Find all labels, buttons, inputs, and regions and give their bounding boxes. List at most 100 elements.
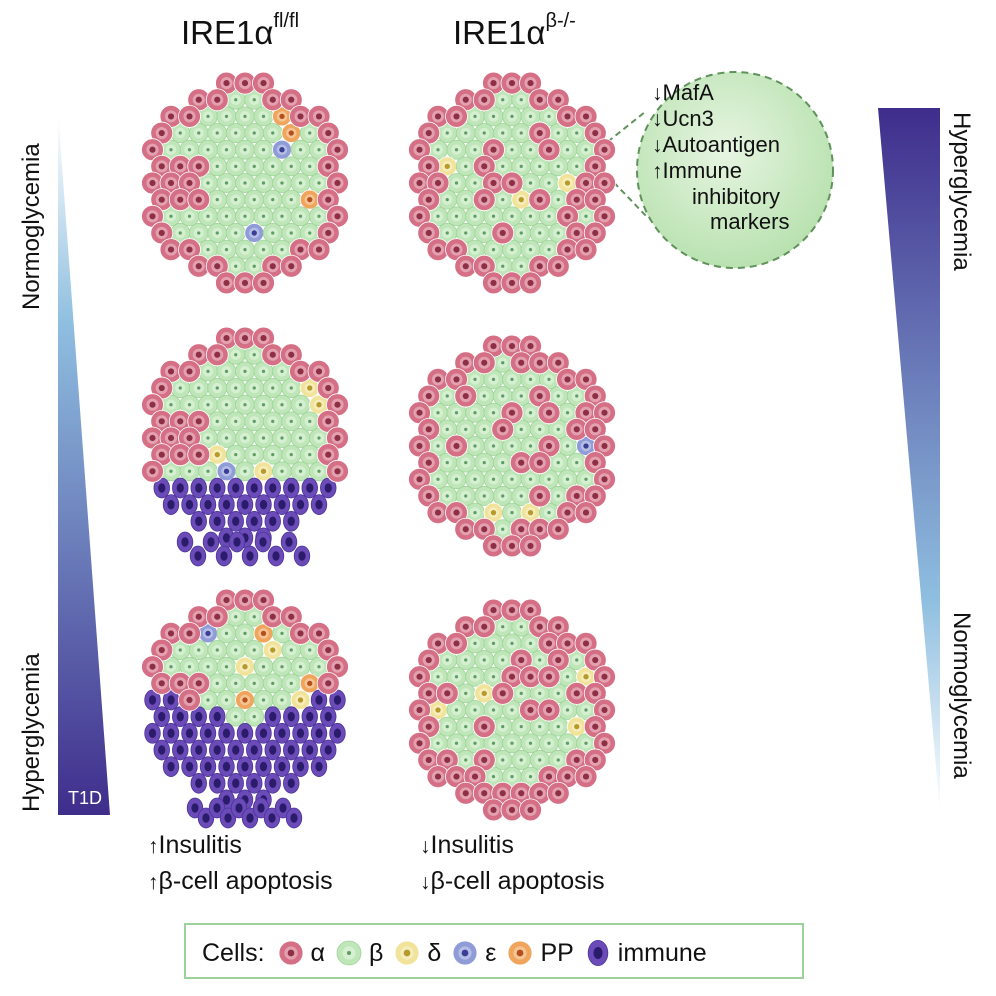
alpha-cell bbox=[537, 434, 561, 458]
delta-cell bbox=[566, 716, 587, 737]
alpha-cell bbox=[215, 271, 238, 295]
beta-cell bbox=[225, 444, 246, 465]
alpha-cell bbox=[546, 517, 570, 541]
immune-cell bbox=[181, 494, 198, 515]
alpha-cell bbox=[426, 367, 450, 391]
alpha-cell bbox=[417, 384, 441, 408]
beta-cell bbox=[502, 106, 522, 127]
immune-cell bbox=[209, 706, 226, 728]
alpha-cell bbox=[528, 351, 552, 375]
immune-cell bbox=[199, 494, 217, 515]
beta-cell bbox=[225, 189, 246, 210]
alpha-cell bbox=[528, 451, 552, 475]
beta-cell bbox=[511, 750, 532, 770]
beta-cell bbox=[455, 650, 476, 670]
alpha-cell bbox=[408, 434, 431, 458]
delta-cell bbox=[207, 444, 228, 465]
beta-cell bbox=[520, 106, 541, 127]
beta-cell bbox=[539, 502, 559, 523]
alpha-cell bbox=[500, 401, 524, 425]
beta-cell bbox=[281, 189, 302, 210]
effect-insulitis: Insulitis bbox=[430, 831, 514, 859]
immune-cell bbox=[189, 545, 207, 567]
immune-cell bbox=[176, 531, 194, 553]
beta-cell bbox=[216, 623, 237, 644]
islet-left-t1d bbox=[141, 588, 349, 829]
immune-cell bbox=[264, 477, 281, 499]
cell-legend: Cells: α β δ ε PP immune bbox=[184, 923, 804, 979]
legend-label-pp: PP bbox=[540, 938, 574, 967]
pp-cell bbox=[299, 673, 320, 694]
alpha-cell bbox=[472, 254, 496, 278]
alpha-cell bbox=[482, 271, 505, 295]
immune-cell bbox=[320, 477, 337, 499]
beta-cell bbox=[502, 206, 522, 227]
alpha-cell bbox=[141, 655, 164, 679]
immune-cell bbox=[218, 722, 235, 744]
beta-cell bbox=[474, 386, 495, 406]
alpha-cell bbox=[178, 105, 201, 128]
alpha-cell bbox=[556, 632, 579, 655]
beta-cell bbox=[235, 361, 255, 382]
beta-cell bbox=[253, 394, 274, 415]
beta-cell bbox=[511, 486, 532, 506]
alpha-cell bbox=[279, 88, 303, 112]
beta-cell bbox=[207, 189, 228, 210]
beta-cell bbox=[188, 223, 209, 243]
islet-layer bbox=[141, 71, 616, 829]
alpha-cell bbox=[417, 188, 441, 212]
epsilon-cell bbox=[272, 139, 292, 160]
delta-cell bbox=[428, 700, 448, 720]
beta-cell bbox=[309, 656, 329, 677]
alpha-cell bbox=[168, 154, 192, 178]
pp-cell bbox=[508, 940, 533, 966]
alpha-cell bbox=[583, 121, 607, 145]
alpha-cell bbox=[500, 171, 524, 195]
beta-cell bbox=[465, 206, 485, 227]
alpha-cell bbox=[408, 401, 431, 425]
alpha-cell bbox=[482, 71, 505, 95]
alpha-cell bbox=[593, 665, 616, 689]
alpha-cell bbox=[593, 204, 616, 228]
alpha-cell bbox=[159, 105, 183, 128]
beta-cell bbox=[235, 394, 255, 415]
immune-cell bbox=[227, 772, 244, 794]
beta-cell bbox=[244, 344, 265, 365]
alpha-cell bbox=[565, 221, 589, 245]
immune-cell bbox=[144, 689, 161, 711]
beta-cell bbox=[272, 690, 292, 710]
beta-cell bbox=[437, 123, 458, 143]
effect-apoptosis: β-cell apoptosis bbox=[430, 867, 605, 895]
beta-cell bbox=[548, 156, 569, 177]
alpha-cell bbox=[472, 88, 496, 112]
alpha-cell bbox=[417, 121, 441, 145]
alpha-cell bbox=[519, 598, 542, 622]
alpha-cell bbox=[187, 188, 211, 212]
beta-cell bbox=[272, 394, 292, 415]
beta-cell bbox=[309, 461, 329, 482]
beta-cell bbox=[474, 452, 495, 473]
immune-cell bbox=[190, 477, 207, 499]
right-glycemia-gradient-wedge bbox=[878, 108, 940, 812]
alpha-cell bbox=[205, 254, 229, 278]
beta-cell bbox=[437, 419, 458, 440]
alpha-cell bbox=[509, 517, 533, 541]
beta-cell bbox=[225, 673, 246, 694]
beta-cell bbox=[492, 123, 513, 143]
beta-cell bbox=[548, 386, 569, 406]
alpha-cell bbox=[316, 154, 340, 178]
up-arrow-icon: ↑ bbox=[148, 871, 159, 894]
alpha-cell bbox=[583, 417, 607, 441]
beta-cell bbox=[520, 239, 541, 260]
beta-cell bbox=[179, 206, 200, 227]
beta-cell bbox=[511, 156, 532, 177]
immune-cell bbox=[273, 494, 291, 515]
immune-cell bbox=[283, 739, 300, 761]
alpha-cell bbox=[546, 351, 570, 375]
immune-cell bbox=[162, 756, 180, 777]
alpha-cell bbox=[187, 409, 211, 433]
beta-cell bbox=[446, 666, 467, 687]
immune-cell bbox=[246, 477, 263, 499]
beta-cell bbox=[272, 173, 292, 193]
callout-marker-list: ↓MafA ↓Ucn3 ↓Autoantigen ↑Immune inhibit… bbox=[652, 80, 789, 234]
